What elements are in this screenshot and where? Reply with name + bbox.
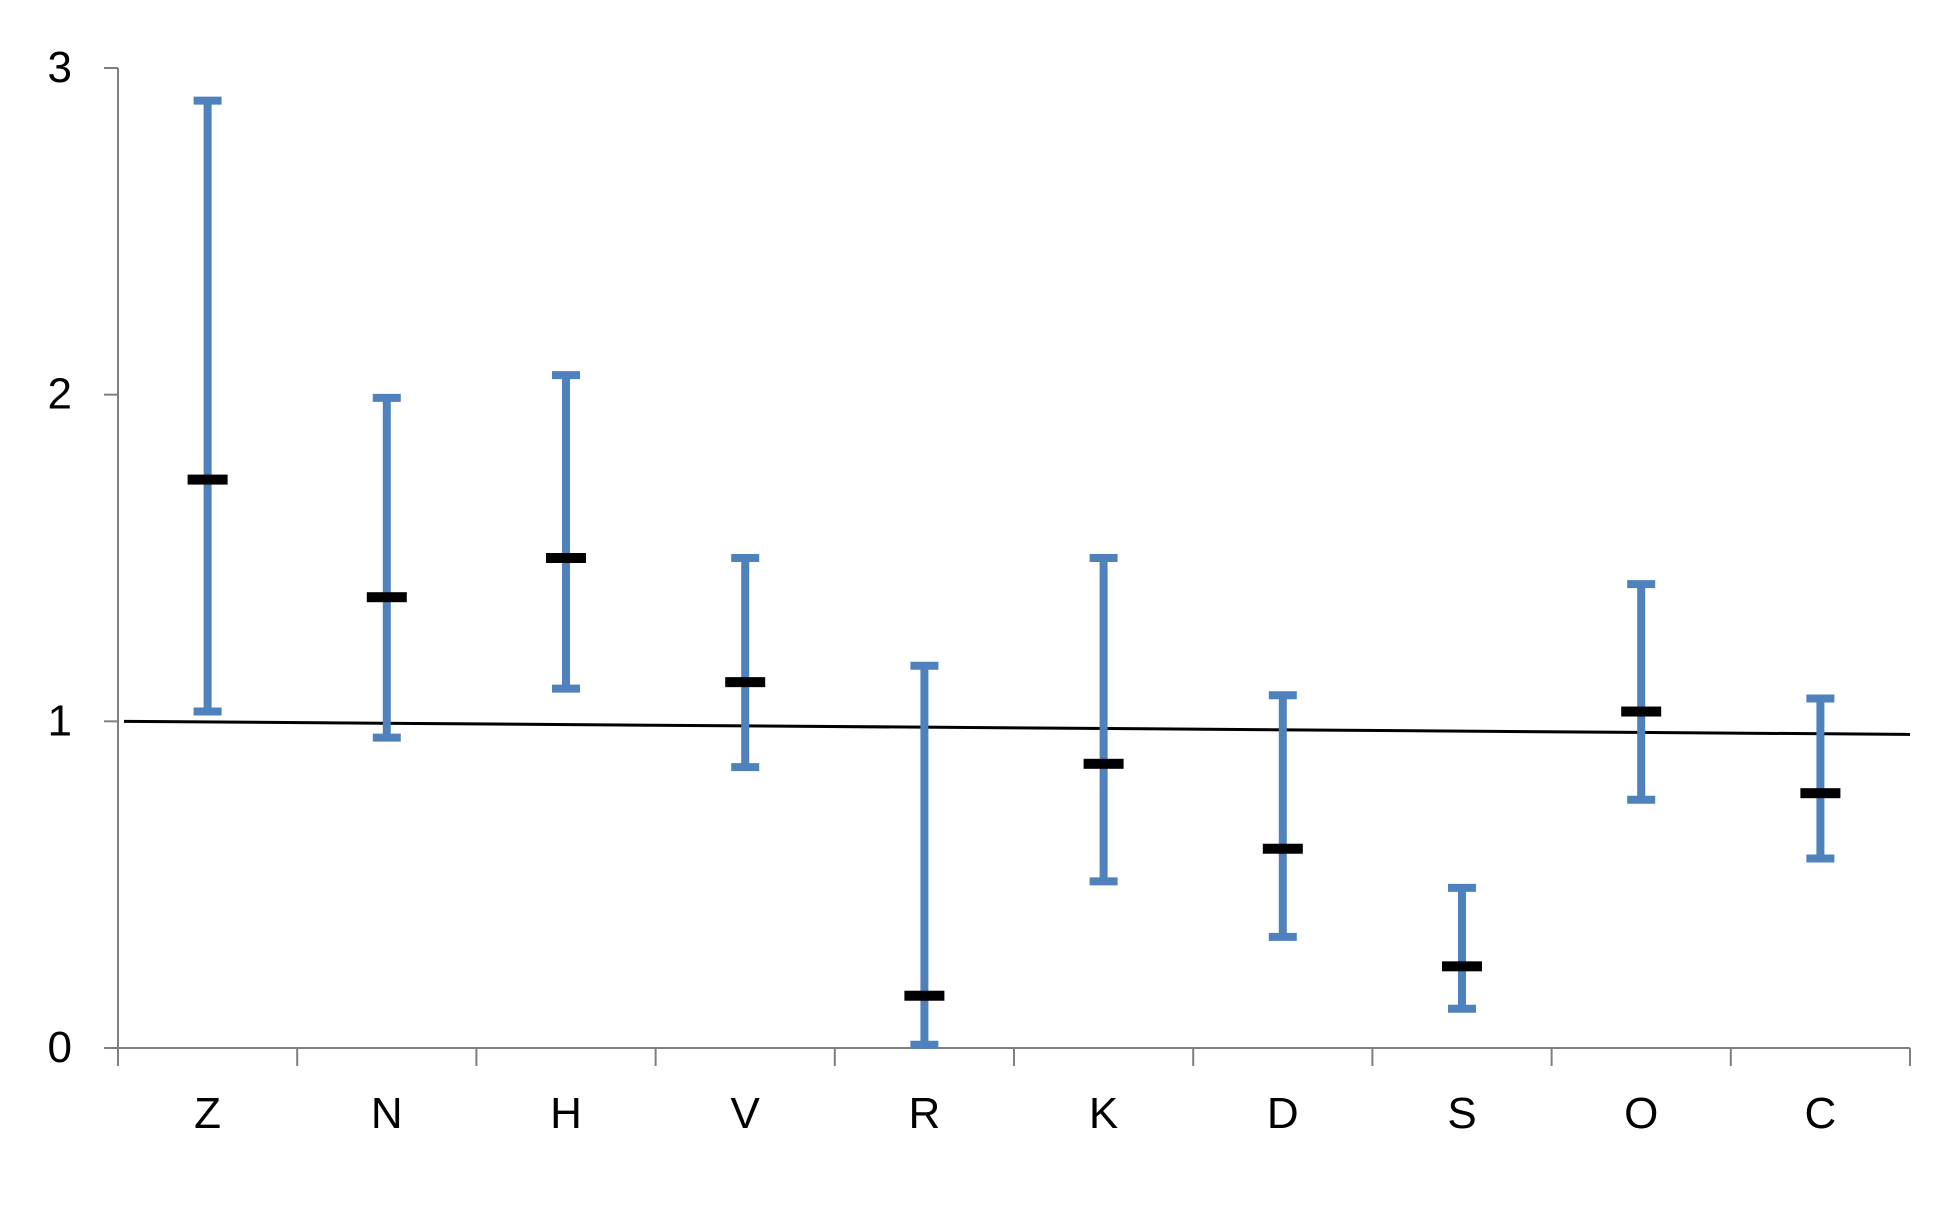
- point-marker: [366, 592, 407, 603]
- point-markers: [187, 474, 1841, 1001]
- x-tick-label: D: [1267, 1089, 1299, 1138]
- x-tick-label: H: [550, 1089, 582, 1138]
- point-marker: [1800, 788, 1841, 799]
- point-marker: [904, 990, 945, 1001]
- reference-line: [123, 719, 1911, 736]
- x-tick-label: V: [731, 1089, 761, 1138]
- x-tick-label: N: [371, 1089, 403, 1138]
- tick-labels: 0 1 2 3 Z N H V R K D S O C: [48, 43, 1837, 1138]
- x-tick-label: C: [1805, 1089, 1837, 1138]
- point-marker: [1262, 843, 1303, 854]
- point-marker: [546, 553, 586, 563]
- reference-line-layer: [123, 719, 1911, 736]
- x-tick-label: K: [1089, 1089, 1118, 1138]
- y-tick-label: 2: [48, 370, 72, 419]
- x-tick-label: Z: [194, 1089, 221, 1138]
- point-marker: [1621, 706, 1662, 717]
- axes: [104, 67, 1911, 1066]
- y-tick-label: 1: [48, 696, 72, 745]
- y-tick-label: 0: [48, 1023, 72, 1072]
- point-marker: [1442, 961, 1482, 972]
- error-bars: [193, 96, 1835, 1049]
- x-tick-label: O: [1624, 1089, 1658, 1138]
- point-marker: [1083, 758, 1124, 769]
- point-marker: [187, 474, 228, 485]
- x-tick-label: R: [909, 1089, 941, 1138]
- y-tick-label: 3: [48, 43, 72, 92]
- x-tick-label: S: [1447, 1089, 1476, 1138]
- point-marker: [725, 677, 766, 688]
